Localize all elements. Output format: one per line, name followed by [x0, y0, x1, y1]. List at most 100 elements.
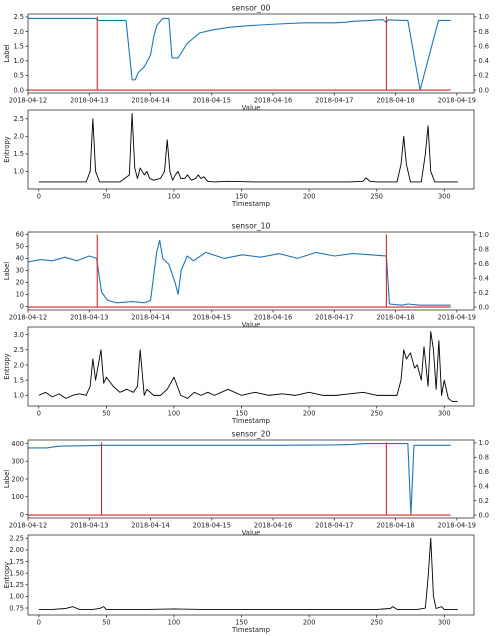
- x-tick-label: 250: [370, 619, 383, 627]
- y-tick-label: 60: [16, 231, 24, 239]
- y2-tick-label: 0.6: [479, 42, 490, 50]
- y-tick-label: 1.0: [14, 57, 25, 65]
- plot-frame: [27, 534, 475, 616]
- x-tick-label: 100: [168, 619, 181, 627]
- x-tick-label: 100: [168, 410, 181, 418]
- y-axis-label: Entropy: [3, 136, 11, 162]
- y-tick-label: 1.50: [9, 569, 24, 577]
- x-tick-label: 2018-04-17: [315, 314, 353, 322]
- y-tick-label: 1.5: [14, 376, 25, 384]
- plot-frame: [27, 109, 475, 190]
- y-tick-label: 200: [11, 475, 24, 483]
- y-tick-label: 40: [16, 255, 24, 263]
- series-line-3-0: [38, 331, 458, 402]
- y-tick-label: 20: [16, 279, 24, 287]
- x-tick-label: 2018-04-19: [438, 522, 476, 530]
- x-tick-label: 2018-04-18: [376, 97, 414, 105]
- series-line-0-1: [28, 16, 451, 91]
- x-tick-label: 250: [370, 410, 383, 418]
- y-tick-label: 2.5: [14, 115, 25, 123]
- y-tick-label: 1.00: [9, 593, 24, 601]
- x-axis-label: Timestamp: [231, 626, 270, 634]
- x-tick-label: 2018-04-14: [131, 522, 169, 530]
- series-line-4-0: [28, 442, 451, 516]
- x-axis-label: Timestamp: [231, 417, 270, 425]
- y-tick-label: 0.0: [14, 86, 25, 94]
- x-tick-label: 2018-04-18: [376, 314, 414, 322]
- y2-tick-label: 0.0: [479, 303, 490, 311]
- y-axis-label: Entropy: [3, 353, 11, 379]
- y2-tick-label: 0.2: [479, 289, 490, 297]
- x-tick-label: 0: [37, 410, 41, 418]
- x-axis-label: Value: [242, 321, 261, 329]
- y-axis-label: Label: [3, 470, 11, 488]
- x-tick-label: 300: [438, 410, 451, 418]
- y-tick-label: 100: [11, 493, 24, 501]
- y-tick-label: 2.0: [14, 361, 25, 369]
- y-tick-label: 1.0: [14, 392, 25, 400]
- x-tick-label: 2018-04-13: [70, 522, 108, 530]
- y-tick-label: 0.5: [14, 72, 25, 80]
- x-tick-label: 2018-04-12: [9, 314, 47, 322]
- chart-title: sensor_00: [232, 4, 271, 13]
- y-tick-label: 0: [20, 511, 24, 519]
- y2-tick-label: 0.4: [479, 483, 490, 491]
- x-tick-label: 2018-04-14: [131, 97, 169, 105]
- x-axis-label: Value: [242, 104, 261, 112]
- chart-title: sensor_10: [232, 222, 271, 231]
- series-line-5-0: [38, 537, 458, 610]
- x-tick-label: 2018-04-16: [254, 522, 292, 530]
- subplot-4: 2018-04-12 2018-04-13 2018-04-14 2018-04-15…: [3, 430, 489, 538]
- x-tick-label: 50: [102, 410, 110, 418]
- y-tick-label: 400: [11, 440, 24, 448]
- x-tick-label: 2018-04-17: [315, 522, 353, 530]
- series-line-2-0: [27, 239, 451, 306]
- x-tick-label: 200: [303, 619, 316, 627]
- y-tick-label: 0: [20, 303, 24, 311]
- x-tick-label: 250: [370, 193, 383, 201]
- x-tick-label: 2018-04-13: [70, 97, 108, 105]
- x-tick-label: 2018-04-12: [9, 97, 47, 105]
- y2-tick-label: 0.4: [479, 57, 490, 65]
- y-tick-label: 30: [16, 267, 24, 275]
- series-line-2-1: [28, 234, 451, 308]
- subplot-2: 2018-04-12 2018-04-13 2018-04-14 2018-04-15…: [3, 222, 489, 330]
- x-tick-label: 2018-04-13: [70, 314, 108, 322]
- y2-tick-label: 0.8: [479, 246, 490, 254]
- subplot-5: 0 50 100 150 200 250 300 0.75 1.00 1.25 1.50 1.75 2.…: [3, 534, 475, 634]
- y2-tick-label: 0.6: [479, 260, 490, 268]
- y-tick-label: 0.75: [9, 604, 24, 612]
- x-tick-label: 0: [37, 619, 41, 627]
- x-tick-label: 150: [235, 193, 248, 201]
- y-tick-label: 2.00: [9, 546, 24, 554]
- x-tick-label: 100: [168, 193, 181, 201]
- x-tick-label: 2018-04-15: [193, 314, 231, 322]
- x-tick-label: 2018-04-16: [254, 314, 292, 322]
- x-tick-label: 2018-04-15: [193, 522, 231, 530]
- subplot-1: 0 50 100 150 200 250 300 1.0 1.5 2.0 2.5 Timestamp E…: [3, 109, 475, 208]
- subplot-3: 0 50 100 150 200 250 300 1.0 1.5 2.0 2.5 3.0 Timesta…: [3, 326, 475, 425]
- y-tick-label: 10: [16, 291, 24, 299]
- x-tick-label: 0: [37, 193, 41, 201]
- x-tick-label: 2018-04-16: [254, 97, 292, 105]
- x-axis-label: Timestamp: [231, 200, 270, 208]
- plot-frame: [27, 439, 475, 519]
- plot-frame: [27, 231, 475, 311]
- y-tick-label: 2.0: [14, 133, 25, 141]
- chart-title: sensor_20: [232, 430, 271, 439]
- subplot-0: 2018-04-12 2018-04-13 2018-04-14 2018-04-15…: [3, 4, 489, 113]
- y-tick-label: 2.0: [14, 28, 25, 36]
- series-line-1-0: [38, 113, 458, 183]
- x-tick-label: 2018-04-18: [376, 522, 414, 530]
- series-line-4-1: [28, 442, 451, 516]
- y-axis-label: Entropy: [3, 562, 11, 588]
- x-tick-label: 200: [303, 410, 316, 418]
- x-tick-label: 150: [235, 410, 248, 418]
- x-tick-label: 50: [102, 619, 110, 627]
- series-line-0-0: [28, 17, 451, 91]
- x-tick-label: 2018-04-15: [193, 97, 231, 105]
- y2-tick-label: 1.0: [479, 13, 490, 21]
- y-tick-label: 3.0: [14, 331, 25, 339]
- y2-tick-label: 0.8: [479, 454, 490, 462]
- y2-tick-label: 1.0: [479, 231, 490, 239]
